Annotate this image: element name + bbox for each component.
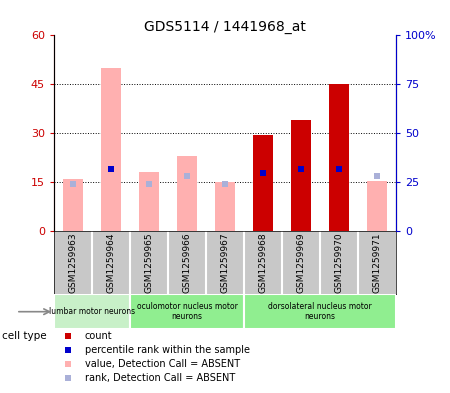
Text: GSM1259965: GSM1259965 xyxy=(144,232,153,293)
Bar xyxy=(215,182,235,231)
Bar xyxy=(176,156,198,231)
Text: GSM1259969: GSM1259969 xyxy=(297,232,306,293)
Bar xyxy=(367,181,387,231)
Text: value, Detection Call = ABSENT: value, Detection Call = ABSENT xyxy=(85,359,240,369)
Bar xyxy=(328,84,350,231)
Text: dorsolateral nucleus motor
neurons: dorsolateral nucleus motor neurons xyxy=(268,302,372,321)
Text: oculomotor nucleus motor
neurons: oculomotor nucleus motor neurons xyxy=(136,302,238,321)
Title: GDS5114 / 1441968_at: GDS5114 / 1441968_at xyxy=(144,20,306,34)
Text: GSM1259971: GSM1259971 xyxy=(373,232,382,293)
Text: GSM1259963: GSM1259963 xyxy=(68,232,77,293)
Bar xyxy=(63,179,83,231)
Text: cell type: cell type xyxy=(2,331,47,341)
Text: lumbar motor neurons: lumbar motor neurons xyxy=(49,307,135,316)
Bar xyxy=(291,120,311,231)
Bar xyxy=(54,294,130,329)
Text: rank, Detection Call = ABSENT: rank, Detection Call = ABSENT xyxy=(85,373,235,383)
Text: count: count xyxy=(85,331,112,341)
Bar xyxy=(139,173,159,231)
Text: GSM1259966: GSM1259966 xyxy=(183,232,192,293)
Text: GSM1259970: GSM1259970 xyxy=(334,232,343,293)
Text: GSM1259964: GSM1259964 xyxy=(107,233,116,293)
Text: GSM1259967: GSM1259967 xyxy=(220,232,230,293)
Bar xyxy=(100,68,122,231)
Text: percentile rank within the sample: percentile rank within the sample xyxy=(85,345,250,355)
Text: GSM1259968: GSM1259968 xyxy=(258,232,267,293)
Bar xyxy=(252,135,274,231)
Bar xyxy=(244,294,396,329)
Bar xyxy=(130,294,244,329)
